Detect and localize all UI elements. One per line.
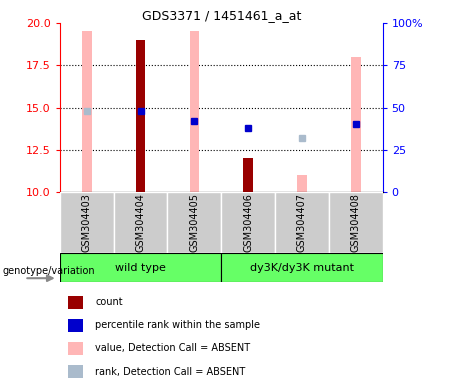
Text: GSM304404: GSM304404 <box>136 193 146 252</box>
Bar <box>60 253 221 282</box>
Text: GSM304405: GSM304405 <box>189 193 200 252</box>
Bar <box>297 175 307 192</box>
Bar <box>329 192 383 253</box>
Text: value, Detection Call = ABSENT: value, Detection Call = ABSENT <box>95 343 250 354</box>
Text: GSM304406: GSM304406 <box>243 193 253 252</box>
Bar <box>275 192 329 253</box>
Bar <box>189 31 199 192</box>
Bar <box>68 365 83 378</box>
Text: genotype/variation: genotype/variation <box>2 266 95 276</box>
Bar <box>68 342 83 355</box>
Text: wild type: wild type <box>115 263 166 273</box>
Bar <box>68 319 83 332</box>
Text: GSM304407: GSM304407 <box>297 193 307 252</box>
Text: GSM304408: GSM304408 <box>351 193 361 252</box>
Bar <box>68 296 83 309</box>
Title: GDS3371 / 1451461_a_at: GDS3371 / 1451461_a_at <box>142 9 301 22</box>
Text: count: count <box>95 297 123 308</box>
Bar <box>221 253 383 282</box>
Text: percentile rank within the sample: percentile rank within the sample <box>95 320 260 331</box>
Bar <box>82 31 92 192</box>
Bar <box>167 192 221 253</box>
Bar <box>136 40 145 192</box>
Bar <box>351 57 361 192</box>
Text: dy3K/dy3K mutant: dy3K/dy3K mutant <box>250 263 354 273</box>
Bar <box>221 192 275 253</box>
Bar <box>60 192 114 253</box>
Text: rank, Detection Call = ABSENT: rank, Detection Call = ABSENT <box>95 366 245 377</box>
Text: GSM304403: GSM304403 <box>82 193 92 252</box>
Bar <box>114 192 167 253</box>
Bar <box>243 158 253 192</box>
